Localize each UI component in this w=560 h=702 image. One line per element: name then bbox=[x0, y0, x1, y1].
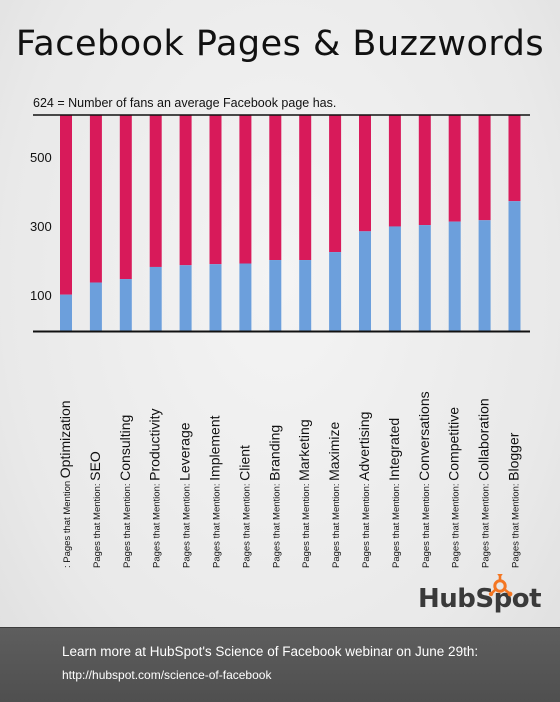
bar-value-collaboration bbox=[478, 220, 491, 331]
category-label-optimization: : Pages that Mention Optimization bbox=[57, 400, 73, 568]
category-label-collaboration: Pages that Mention: Collaboration bbox=[476, 398, 492, 568]
category-label-branding: Pages that Mention: Branding bbox=[266, 425, 282, 568]
category-label-marketing: Pages that Mention: Marketing bbox=[296, 419, 312, 568]
bar-value-integrated bbox=[388, 226, 401, 331]
bar-value-competitive bbox=[448, 221, 461, 331]
category-label-conversations: Pages that Mention: Conversations bbox=[416, 391, 432, 568]
footer-text: Learn more at HubSpot's Science of Faceb… bbox=[62, 644, 479, 659]
bar-remaining-conversations bbox=[418, 115, 431, 226]
category-label-implement: Pages that Mention: Implement bbox=[207, 415, 223, 568]
bar-value-optimization bbox=[60, 294, 72, 331]
bar-value-advertising bbox=[359, 231, 371, 331]
bar-remaining-blogger bbox=[508, 115, 521, 202]
category-label-productivity: Pages that Mention: Productivity bbox=[147, 409, 163, 569]
bar-value-blogger bbox=[508, 201, 521, 331]
y-tick-label: 100 bbox=[30, 288, 52, 304]
category-label-integrated: Pages that Mention: Integrated bbox=[386, 418, 402, 568]
category-label-blogger: Pages that Mention: Blogger bbox=[506, 432, 522, 568]
bar-remaining-leverage bbox=[179, 115, 192, 266]
bar-value-productivity bbox=[149, 266, 162, 331]
bar-value-consulting bbox=[119, 279, 132, 331]
category-label-consulting: Pages that Mention: Consulting bbox=[117, 415, 133, 568]
bar-remaining-consulting bbox=[119, 115, 132, 280]
bar-value-maximize bbox=[329, 252, 342, 331]
hubspot-logo-text: HubSpot bbox=[418, 584, 542, 614]
category-label-advertising: Pages that Mention: Advertising bbox=[356, 412, 372, 568]
footer-banner: Learn more at HubSpot's Science of Faceb… bbox=[0, 627, 560, 702]
bar-value-seo bbox=[89, 282, 102, 331]
bar-value-branding bbox=[269, 260, 282, 331]
bar-remaining-client bbox=[239, 115, 252, 264]
category-label-maximize: Pages that Mention: Maximize bbox=[326, 422, 342, 568]
bar-remaining-maximize bbox=[329, 115, 342, 253]
bar-value-conversations bbox=[418, 225, 431, 331]
bar-remaining-productivity bbox=[149, 115, 162, 267]
bar-chart: : Pages that Mention Optimization Pages t… bbox=[33, 114, 530, 569]
y-tick-label: 300 bbox=[30, 219, 52, 235]
bar-remaining-seo bbox=[89, 115, 102, 283]
sprocket-icon bbox=[488, 574, 513, 597]
y-tick-label: 500 bbox=[30, 149, 52, 165]
hubspot-logo: HubSpot bbox=[418, 574, 542, 614]
reference-note: 624 = Number of fans an average Facebook… bbox=[33, 96, 337, 110]
category-label-client: Pages that Mention: Client bbox=[236, 445, 252, 568]
bar-remaining-implement bbox=[209, 115, 222, 265]
bar-value-leverage bbox=[179, 265, 192, 331]
footer-link[interactable]: http://hubspot.com/science-of-facebook bbox=[62, 668, 272, 682]
bar-value-client bbox=[239, 263, 252, 331]
bar-value-marketing bbox=[299, 260, 312, 331]
bar-remaining-branding bbox=[269, 115, 282, 261]
category-label-competitive: Pages that Mention: Competitive bbox=[446, 407, 462, 568]
bar-remaining-advertising bbox=[359, 115, 371, 232]
chart-title: Facebook Pages & Buzzwords bbox=[15, 24, 545, 64]
bar-remaining-integrated bbox=[388, 115, 401, 227]
category-label-seo: Pages that Mention: SEO bbox=[87, 451, 103, 568]
bar-remaining-optimization bbox=[60, 115, 72, 295]
bar-value-implement bbox=[209, 264, 222, 331]
bar-remaining-marketing bbox=[299, 115, 312, 261]
bar-remaining-competitive bbox=[448, 115, 461, 222]
bar-remaining-collaboration bbox=[478, 115, 491, 221]
category-label-leverage: Pages that Mention: Leverage bbox=[177, 422, 193, 568]
